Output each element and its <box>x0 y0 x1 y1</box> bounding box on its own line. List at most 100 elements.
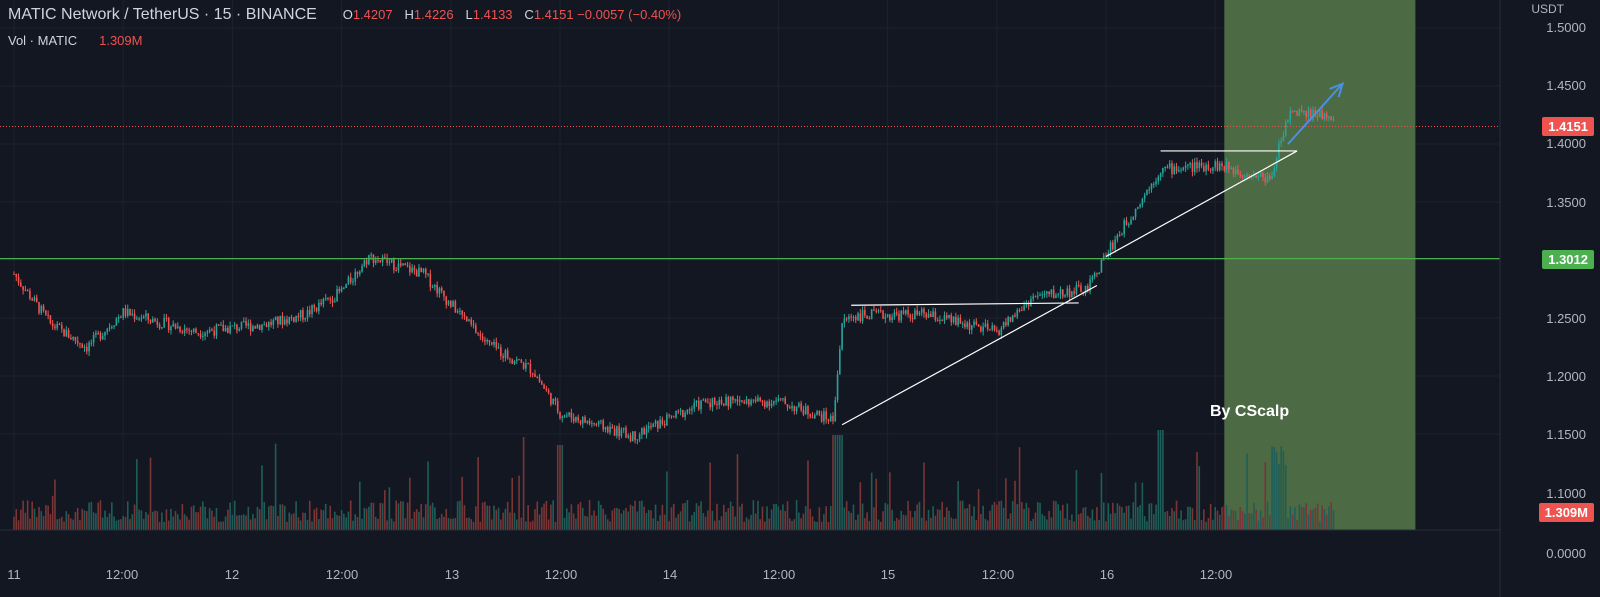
volume-bar <box>331 518 334 530</box>
candle-body <box>606 427 609 433</box>
ohlc-high-label: H <box>404 7 414 22</box>
volume-bar <box>429 505 432 530</box>
candle-body <box>679 410 682 412</box>
volume-bar <box>156 511 159 530</box>
volume-bar <box>413 511 416 530</box>
candle-body <box>47 314 49 316</box>
candle-body <box>1168 163 1171 168</box>
candle-body <box>1262 172 1264 178</box>
volume-bar <box>759 519 761 530</box>
candle-body <box>475 325 477 333</box>
time-tick: 13 <box>444 567 460 582</box>
volume-bar <box>850 512 852 530</box>
volume-bar <box>1080 513 1082 530</box>
volume-label[interactable]: Vol · MATIC <box>8 33 78 48</box>
volume-bar <box>1105 521 1107 530</box>
candle-body <box>1018 310 1021 312</box>
price-tick: 1.5000 <box>1546 20 1586 35</box>
volume-bar <box>354 514 357 530</box>
volume-bar <box>531 520 534 530</box>
candle-body <box>147 313 150 320</box>
volume-bar <box>1123 512 1125 530</box>
volume-bar <box>381 503 384 530</box>
volume-bar <box>1148 503 1151 530</box>
price-tick: 1.4000 <box>1546 136 1586 151</box>
volume-bar <box>891 509 893 530</box>
candle-body <box>145 313 147 317</box>
volume-bar <box>1325 514 1328 530</box>
volume-bar <box>1141 482 1144 530</box>
volume-bar <box>345 517 347 530</box>
drawings[interactable] <box>841 81 1345 426</box>
candle-body <box>1093 273 1096 277</box>
volume-bar <box>1269 515 1271 530</box>
volume-bar <box>754 513 757 530</box>
candle-body <box>356 271 359 275</box>
volume-bar <box>1155 504 1157 530</box>
volume-bar <box>211 510 213 530</box>
volume-bar <box>29 518 31 530</box>
candle-body <box>1298 109 1301 116</box>
candle-body <box>465 316 468 322</box>
symbol-title[interactable]: MATIC Network / TetherUS · 15 · BINANCE <box>8 6 317 23</box>
volume-bar <box>445 508 448 530</box>
candle-body <box>170 326 172 331</box>
candle-body <box>236 324 238 331</box>
candle-body <box>531 373 534 375</box>
candle-body <box>1066 288 1069 296</box>
candle-body <box>777 398 780 401</box>
candle-body <box>1068 288 1071 298</box>
arrow-drawing[interactable] <box>1287 83 1344 145</box>
volume-bar <box>497 507 500 530</box>
candle-body <box>283 319 286 325</box>
volume-bar <box>893 520 896 530</box>
volume-bar <box>1287 518 1289 530</box>
candle-body <box>1230 168 1232 170</box>
volume-bar <box>149 457 152 530</box>
candle-body <box>761 400 764 403</box>
candle-body <box>420 267 423 273</box>
volume-bar <box>702 513 705 530</box>
candle-body <box>479 333 482 337</box>
candle-body <box>24 290 27 292</box>
candle-body <box>274 316 277 321</box>
volume-bar <box>415 509 418 530</box>
volume-bar <box>95 513 97 530</box>
volume-bar <box>117 519 120 530</box>
volume-bar <box>711 510 714 530</box>
candle-body <box>256 325 259 329</box>
candle-body <box>736 399 739 402</box>
candle-body <box>1307 109 1310 117</box>
trendline-drawing[interactable] <box>1105 150 1298 258</box>
candle-body <box>595 424 598 426</box>
volume-bar <box>138 509 140 530</box>
candle-body <box>1189 163 1191 165</box>
volume-bar <box>998 501 1000 530</box>
volume-bar <box>190 506 193 530</box>
candle-body <box>538 377 541 382</box>
candle-body <box>1100 259 1103 273</box>
candle-body <box>431 286 434 288</box>
candle-body <box>1014 315 1016 317</box>
volume-bar <box>1221 507 1223 530</box>
ohlc-low-value: 1.4133 <box>472 7 513 22</box>
price-tick: 1.3500 <box>1546 195 1586 210</box>
trendline-drawing[interactable] <box>851 302 1079 306</box>
candle-body <box>349 277 352 283</box>
volume-bar <box>420 503 423 530</box>
candle-body <box>140 318 143 320</box>
volume-bar <box>952 518 955 530</box>
candle-body <box>759 397 761 401</box>
candle-body <box>113 325 115 327</box>
candle-body <box>379 260 382 262</box>
candle-body <box>359 271 361 275</box>
volume-bar <box>1036 502 1039 530</box>
candle-body <box>770 403 773 407</box>
candle-body <box>895 312 898 314</box>
volume-bar <box>925 520 928 530</box>
trendline-drawing[interactable] <box>841 284 1098 426</box>
candle-body <box>434 284 436 287</box>
volume-bar <box>1314 507 1317 530</box>
volume-bar <box>1289 506 1292 530</box>
